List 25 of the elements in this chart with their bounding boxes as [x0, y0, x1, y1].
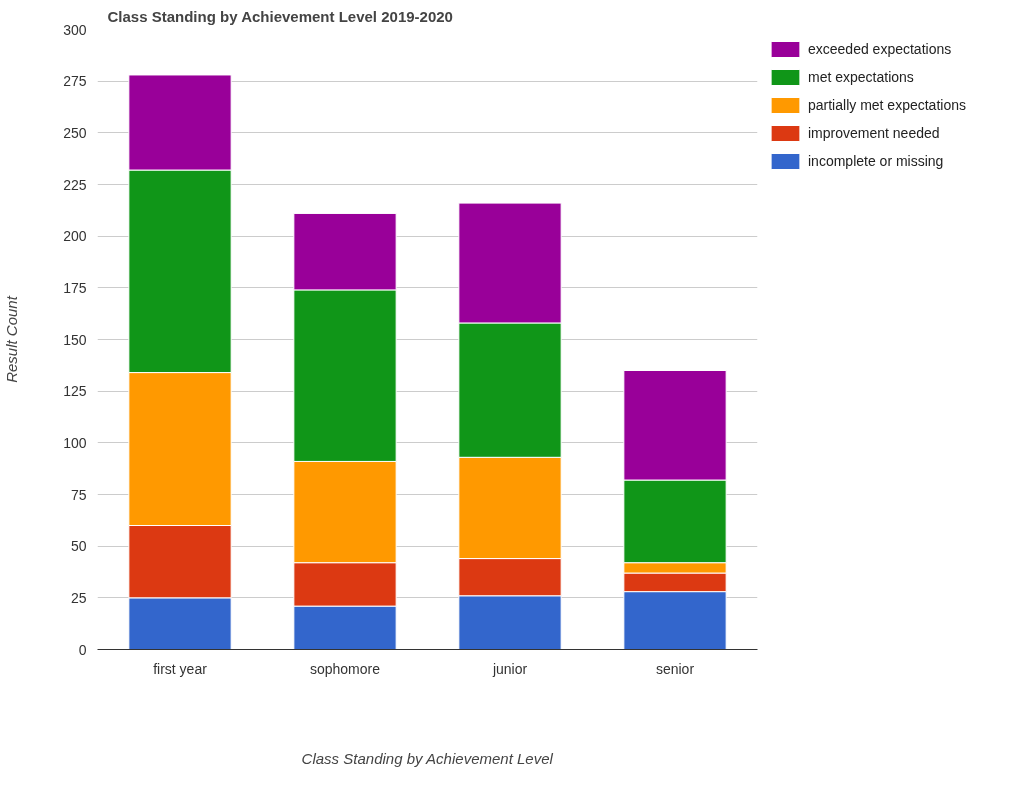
legend-label: incomplete or missing	[808, 153, 944, 169]
x-tick-label: senior	[655, 660, 695, 677]
y-tick-label: 275	[63, 73, 87, 90]
chart-title: Class Standing by Achievement Level 2019-2020	[107, 7, 453, 25]
legend-label: improvement needed	[808, 125, 940, 141]
x-tick-label: first year	[153, 660, 208, 677]
y-tick-label: 100	[63, 434, 87, 451]
y-tick-label: 25	[70, 589, 87, 606]
legend-label: partially met expectations	[808, 97, 966, 113]
x-tick-label: junior	[491, 660, 528, 677]
x-tick-label: sophomore	[309, 660, 381, 677]
y-tick-label: 150	[63, 331, 87, 348]
x-axis-title: Class Standing by Achievement Level	[301, 749, 554, 767]
legend-label: met expectations	[808, 69, 914, 85]
y-tick-label: 0	[78, 641, 87, 658]
y-tick-label: 175	[63, 279, 87, 296]
y-tick-label: 50	[70, 538, 87, 555]
y-axis-title: Result Count	[3, 295, 21, 383]
legend-label: exceeded expectations	[808, 41, 952, 57]
y-tick-label: 300	[63, 21, 87, 38]
y-tick-label: 125	[63, 383, 87, 400]
y-tick-label: 225	[63, 176, 87, 193]
y-tick-label: 200	[63, 228, 87, 245]
y-tick-label: 75	[70, 486, 87, 503]
y-tick-label: 250	[63, 124, 87, 141]
